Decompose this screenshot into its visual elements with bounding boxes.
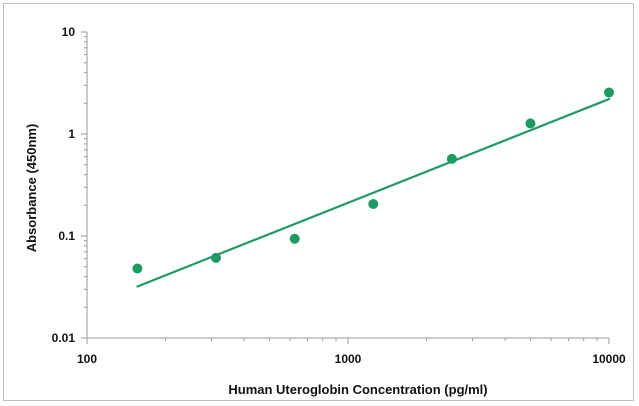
data-point xyxy=(368,198,379,209)
data-point xyxy=(289,233,300,244)
y-tick-label: 0.1 xyxy=(58,229,75,243)
y-tick-label: 10 xyxy=(62,25,76,39)
data-point xyxy=(525,118,536,129)
data-point xyxy=(132,263,143,274)
x-ticks: 100 1000 10000 xyxy=(77,338,626,366)
trendline xyxy=(136,97,611,288)
chart-frame xyxy=(3,3,634,401)
x-tick-label: 10000 xyxy=(592,352,626,366)
data-points xyxy=(132,87,614,274)
y-tick-label: 0.01 xyxy=(52,331,76,345)
axes xyxy=(86,32,609,339)
trendline-group xyxy=(136,97,611,288)
data-point xyxy=(446,153,457,164)
x-axis-label: Human Uteroglobin Concentration (pg/ml) xyxy=(228,382,487,397)
x-tick-label: 1000 xyxy=(335,352,362,366)
y-ticks: 10 1 0.1 0.01 xyxy=(52,25,87,345)
y-tick-label: 1 xyxy=(68,127,75,141)
data-point xyxy=(604,87,614,98)
data-point xyxy=(210,252,221,263)
y-axis-label: Absorbance (450nm) xyxy=(24,124,39,253)
x-tick-label: 100 xyxy=(77,352,97,366)
